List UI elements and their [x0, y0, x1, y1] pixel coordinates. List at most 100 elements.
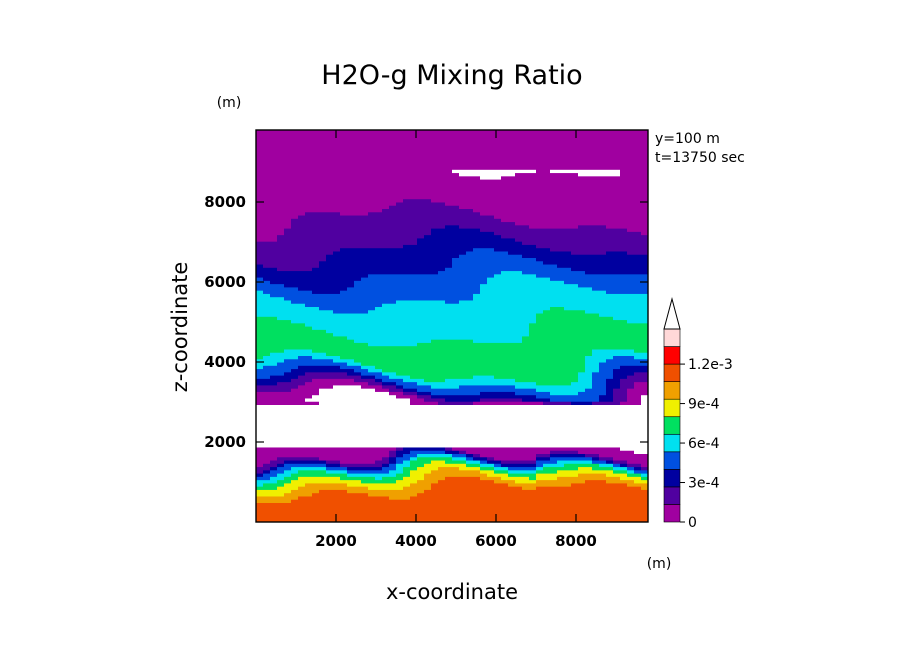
contour-cell — [305, 260, 313, 265]
contour-cell — [291, 267, 299, 272]
contour-cell — [522, 205, 530, 209]
contour-cell — [382, 260, 390, 265]
contour-cell — [410, 162, 418, 167]
contour-cell — [508, 446, 516, 451]
contour-cell — [382, 335, 390, 340]
contour-cell — [529, 329, 537, 334]
contour-cell — [543, 410, 551, 415]
contour-cell — [326, 211, 334, 216]
contour-cell — [340, 495, 348, 500]
contour-cell — [487, 430, 495, 435]
contour-cell — [459, 453, 467, 458]
contour-cell — [480, 499, 488, 503]
contour-cell — [284, 188, 292, 193]
contour-cell — [480, 198, 488, 203]
contour-cell — [298, 440, 306, 445]
contour-cell — [270, 352, 278, 356]
contour-cell — [473, 162, 481, 167]
contour-cell — [263, 361, 271, 366]
contour-cell — [340, 241, 348, 245]
contour-cell — [452, 410, 460, 415]
contour-cell — [305, 133, 313, 138]
contour-cell — [375, 355, 383, 360]
contour-cell — [487, 381, 495, 386]
contour-cell — [522, 208, 530, 213]
contour-cell — [284, 476, 292, 481]
contour-cell — [256, 505, 264, 510]
contour-cell — [417, 218, 425, 223]
contour-cell — [277, 417, 285, 422]
contour-cell — [361, 326, 369, 330]
contour-cell — [298, 198, 306, 203]
contour-cell — [270, 303, 278, 307]
contour-cell — [291, 143, 299, 147]
contour-cell — [410, 397, 418, 402]
contour-cell — [375, 424, 383, 428]
contour-cell — [326, 247, 334, 252]
contour-cell — [459, 430, 467, 435]
contour-cell — [305, 410, 313, 415]
contour-cell — [445, 358, 453, 363]
contour-cell — [340, 463, 348, 468]
contour-cell — [473, 306, 481, 311]
contour-cell — [543, 342, 551, 347]
contour-cell — [508, 165, 516, 170]
contour-cell — [319, 348, 327, 353]
contour-cell — [263, 280, 271, 285]
contour-cell — [291, 401, 299, 405]
contour-cell — [431, 152, 439, 157]
contour-cell — [473, 355, 481, 360]
contour-cell — [263, 440, 271, 445]
contour-cell — [263, 211, 271, 216]
contour-cell — [361, 401, 369, 405]
contour-cell — [529, 214, 537, 219]
contour-cell — [382, 440, 390, 445]
contour-cell — [333, 211, 341, 216]
contour-cell — [494, 378, 502, 383]
contour-cell — [277, 348, 285, 353]
contour-cell — [305, 391, 313, 396]
contour-cell — [312, 165, 320, 170]
contour-cell — [480, 306, 488, 311]
contour-cell — [354, 290, 362, 294]
contour-cell — [501, 388, 509, 392]
contour-cell — [536, 473, 544, 477]
contour-cell — [522, 257, 530, 262]
contour-cell — [291, 342, 299, 347]
contour-cell — [431, 486, 439, 490]
contour-cell — [522, 273, 530, 278]
contour-cell — [445, 201, 453, 206]
contour-cell — [403, 404, 411, 409]
contour-cell — [298, 453, 306, 458]
contour-cell — [515, 286, 523, 291]
contour-cell — [340, 175, 348, 180]
contour-cell — [382, 195, 390, 200]
contour-cell — [354, 430, 362, 435]
contour-cell — [480, 407, 488, 412]
contour-cell — [452, 280, 460, 285]
contour-cell — [417, 312, 425, 317]
contour-cell — [445, 508, 453, 513]
contour-cell — [438, 241, 446, 245]
contour-cell — [375, 345, 383, 350]
contour-cell — [522, 420, 530, 425]
contour-cell — [466, 218, 474, 223]
contour-cell — [305, 303, 313, 307]
contour-cell — [487, 394, 495, 399]
contour-cell — [487, 165, 495, 170]
contour-cell — [459, 133, 467, 138]
contour-cell — [487, 469, 495, 474]
contour-cell — [466, 512, 474, 517]
contour-cell — [312, 244, 320, 249]
contour-cell — [438, 237, 446, 242]
contour-cell — [312, 257, 320, 262]
contour-cell — [298, 355, 306, 360]
contour-cell — [501, 169, 509, 174]
contour-cell — [480, 175, 488, 180]
contour-cell — [368, 221, 376, 226]
contour-cell — [340, 384, 348, 389]
contour-cell — [501, 133, 509, 138]
contour-cell — [494, 476, 502, 481]
contour-cell — [361, 250, 369, 255]
contour-cell — [277, 463, 285, 468]
